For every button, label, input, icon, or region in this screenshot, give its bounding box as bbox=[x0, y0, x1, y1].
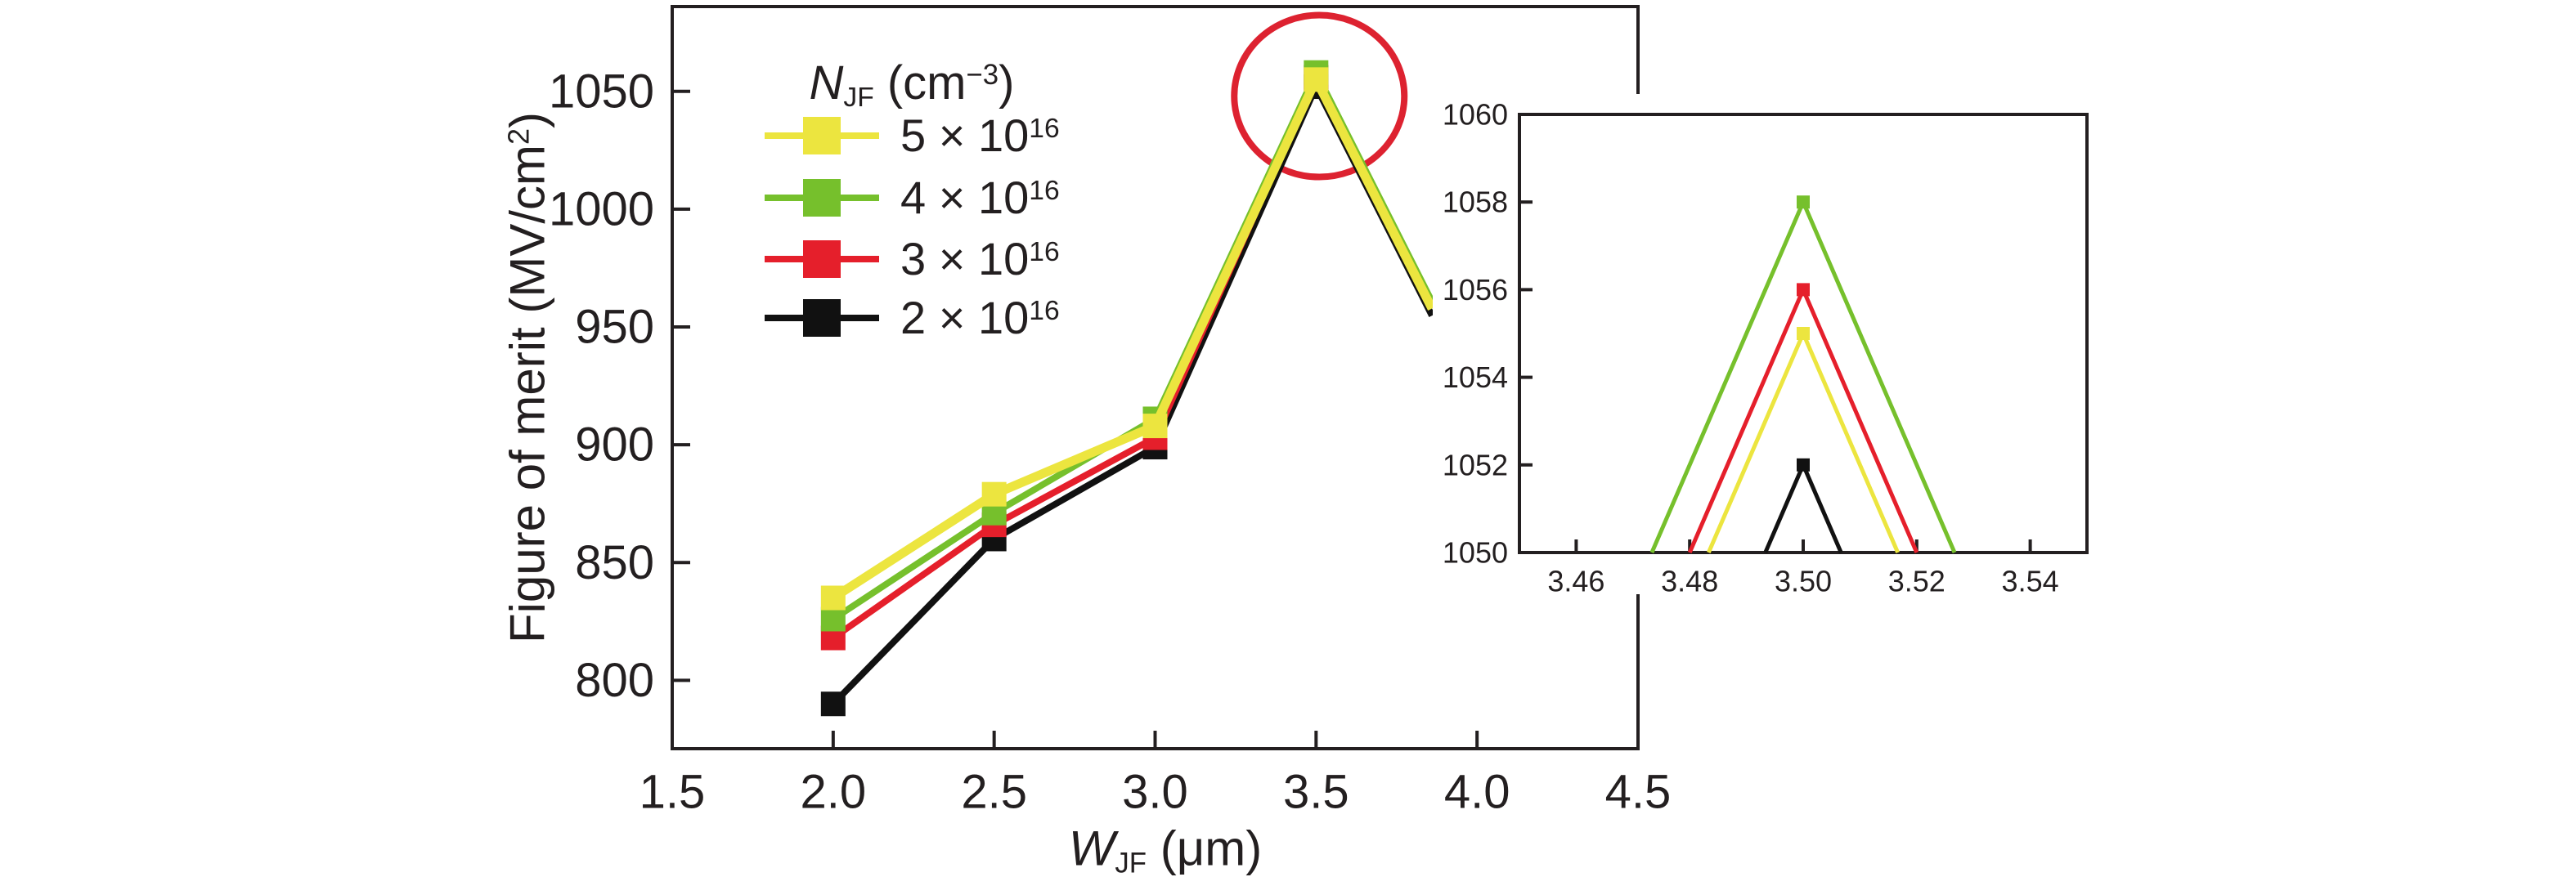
x-tick-label: 2.0 bbox=[801, 766, 867, 819]
inset-peak-marker-green bbox=[1797, 195, 1810, 209]
y-tick-label: 1000 bbox=[549, 182, 654, 235]
legend-swatch bbox=[765, 105, 879, 166]
x-tick-label: 3.0 bbox=[1122, 766, 1188, 819]
x-axis-title-subscript: JF bbox=[1115, 847, 1147, 879]
legend-swatch bbox=[765, 167, 879, 228]
data-point-marker-black bbox=[820, 691, 846, 717]
inset-y-tick-label: 1056 bbox=[1443, 273, 1508, 307]
inset-y-tick-label: 1060 bbox=[1443, 98, 1508, 132]
y-tick-label: 850 bbox=[575, 536, 654, 589]
inset-x-tick-label: 3.46 bbox=[1547, 565, 1604, 598]
inset-peak-marker-red bbox=[1797, 283, 1810, 297]
data-point-marker-yellow bbox=[1142, 414, 1168, 439]
legend-swatch-marker bbox=[803, 298, 841, 337]
x-tick-label: 1.5 bbox=[640, 766, 706, 819]
inset-y-tick-label: 1054 bbox=[1443, 360, 1508, 394]
legend-swatch bbox=[765, 228, 879, 289]
y-axis-title-superscript: 2 bbox=[501, 128, 536, 145]
peak-highlight-circle bbox=[1231, 11, 1408, 181]
legend-swatch-marker bbox=[803, 239, 841, 278]
legend-entry-4e16: 4 × 1016 bbox=[765, 167, 1060, 228]
x-tick-label: 3.5 bbox=[1283, 766, 1349, 819]
legend-label: 5 × 1016 bbox=[900, 110, 1060, 161]
inset-series-red bbox=[1687, 283, 1919, 553]
main-y-axis: 800 850 900 950 1000 1050 bbox=[549, 65, 690, 707]
legend-label: 2 × 1016 bbox=[900, 292, 1060, 343]
inset-series-black bbox=[1763, 458, 1843, 553]
x-tick-label: 4.5 bbox=[1605, 766, 1672, 819]
y-tick-label: 800 bbox=[575, 654, 654, 707]
data-point-marker-green bbox=[820, 606, 846, 632]
inset-x-tick-label: 3.54 bbox=[2002, 565, 2059, 598]
main-x-axis: 1.5 2.0 2.5 3.0 3.5 4.0 4.5 bbox=[640, 731, 1672, 819]
inset-peak-marker-yellow bbox=[1797, 327, 1810, 340]
data-point-marker-yellow bbox=[820, 585, 846, 611]
y-tick-label: 900 bbox=[575, 418, 654, 472]
inset-x-tick-label: 3.50 bbox=[1775, 565, 1832, 598]
legend-swatch-marker bbox=[803, 116, 841, 154]
x-axis-title: WJF (μm) bbox=[1068, 821, 1263, 879]
legend-entry-2e16: 2 × 1016 bbox=[765, 287, 1060, 348]
legend-swatch bbox=[765, 287, 879, 348]
inset-plot: 1050 1052 1054 1056 1058 1060 3.46 3.48 3.50 3.52… bbox=[1433, 94, 2161, 598]
legend-label: 3 × 1016 bbox=[900, 233, 1060, 284]
inset-x-axis: 3.46 3.48 3.50 3.52 3.54 bbox=[1547, 539, 2059, 598]
y-axis-title: Figure of merit (MV/cm2) bbox=[500, 111, 555, 644]
series-yellow bbox=[820, 67, 1436, 611]
inset-series-green bbox=[1649, 195, 1957, 553]
legend-label: 4 × 1016 bbox=[900, 172, 1060, 223]
main-plot: 800 850 900 950 1000 1050 1.5 2.0 2.5 3.0 3.5 4.0 4.… bbox=[549, 5, 1672, 819]
legend-entry-5e16: 5 × 1016 bbox=[765, 105, 1060, 166]
x-tick-label: 2.5 bbox=[961, 766, 1027, 819]
legend-entry-3e16: 3 × 1016 bbox=[765, 228, 1060, 289]
y-tick-label: 950 bbox=[575, 301, 654, 354]
legend-title: NJF (cm−3) bbox=[809, 56, 1015, 113]
inset-x-tick-label: 3.48 bbox=[1661, 565, 1718, 598]
inset-x-tick-label: 3.52 bbox=[1888, 565, 1945, 598]
inset-y-tick-label: 1052 bbox=[1443, 448, 1508, 481]
y-tick-label: 1050 bbox=[549, 65, 654, 118]
x-tick-label: 4.0 bbox=[1444, 766, 1510, 819]
inset-y-tick-label: 1050 bbox=[1443, 536, 1508, 570]
inset-y-tick-label: 1058 bbox=[1443, 186, 1508, 219]
inset-series-yellow bbox=[1707, 327, 1900, 553]
legend-swatch-marker bbox=[803, 178, 841, 217]
data-point-marker-yellow bbox=[981, 481, 1007, 507]
inset-y-axis: 1050 1052 1054 1056 1058 1060 bbox=[1443, 98, 1533, 570]
inset-peak-marker-black bbox=[1797, 458, 1810, 472]
data-point-marker-yellow bbox=[1304, 67, 1329, 92]
